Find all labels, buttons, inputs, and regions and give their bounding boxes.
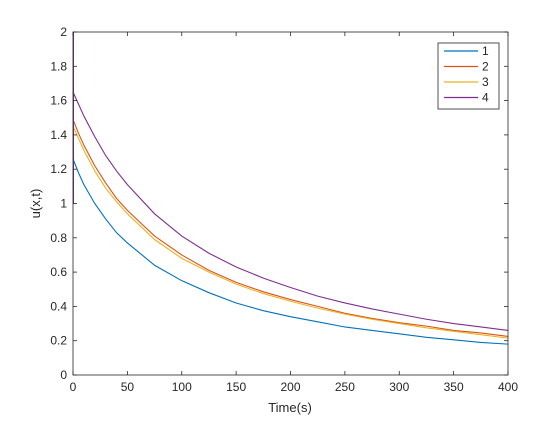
legend-label-2: 2 [482,60,489,74]
legend-label-1: 1 [482,44,489,58]
y-tick-label: 1.6 [50,94,67,108]
x-axis-label: Time(s) [268,400,312,415]
legend-label-4: 4 [482,91,489,105]
y-tick-label: 0.6 [50,265,67,279]
x-tick-label: 200 [280,380,300,394]
legend: 1 23 4 [437,42,500,110]
x-tick-label: 350 [444,380,464,394]
y-tick-label: 1.8 [50,59,67,73]
x-tick-label: 250 [335,380,355,394]
series-line-3 [72,126,509,339]
x-tick-label: 300 [389,380,409,394]
ticks-layer: 0 50 100 150 200 250 300 350 400 0 0.2 0.4 0.6 0.8 1 1.… [50,25,518,394]
y-tick-label: 0.8 [50,231,67,245]
y-tick-label: 2 [60,25,67,39]
y-tick-label: 0.4 [50,299,67,313]
x-tick-label: 100 [172,380,192,394]
x-tick-label: 0 [70,380,77,394]
y-tick-label: 1.4 [50,128,67,142]
x-tick-label: 50 [121,380,135,394]
series-line-4 [72,91,509,331]
series-line-1 [72,158,509,345]
y-tick-label: 1 [60,197,67,211]
y-tick-label: 0 [60,368,67,382]
x-tick-label: 150 [226,380,246,394]
series-layer [72,32,509,345]
y-axis-label: u(x,t) [28,189,43,219]
x-tick-label: 400 [498,380,518,394]
series-line-2 [72,119,509,337]
legend-label-3: 3 [482,75,489,89]
y-tick-label: 0.2 [50,334,67,348]
legend-box [437,42,500,110]
y-tick-label: 1.2 [50,162,67,176]
